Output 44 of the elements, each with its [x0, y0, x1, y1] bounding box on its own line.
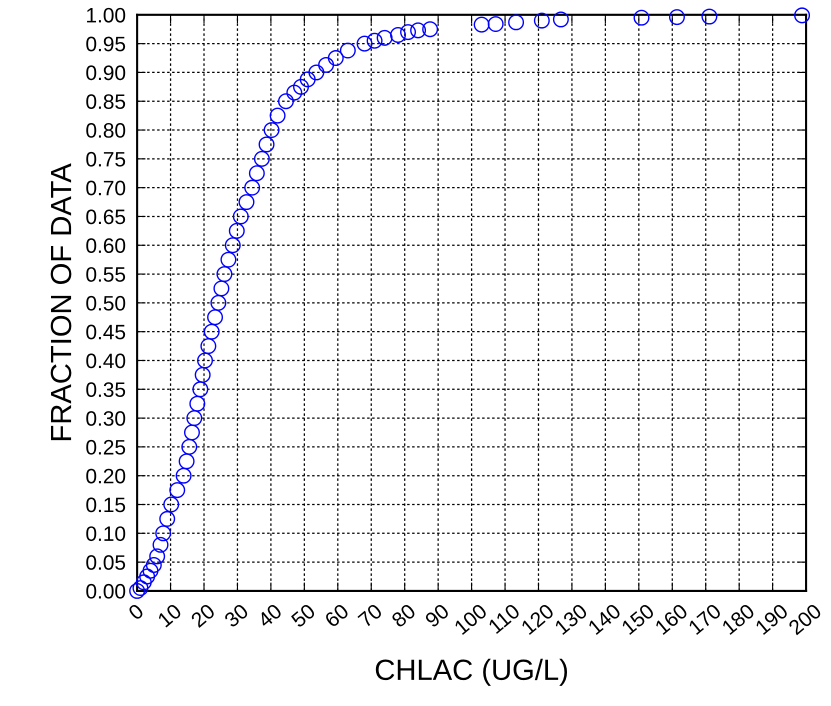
x-tick-label: 80 [390, 602, 417, 628]
y-tick-label: 0.25 [86, 440, 126, 455]
x-tick-label: 40 [256, 602, 283, 628]
y-tick-label: 0.55 [86, 267, 126, 282]
y-tick-label: 0.75 [86, 152, 126, 167]
x-tick-label: 120 [520, 602, 555, 636]
x-tick-label: 10 [157, 602, 182, 628]
y-tick-label: 0.90 [86, 65, 126, 80]
y-tick-label: 0.70 [86, 180, 126, 196]
x-tick-label: 200 [788, 602, 822, 636]
y-tick-label: 1.00 [87, 8, 126, 23]
x-tick-label: 0 [127, 602, 145, 621]
x-tick-label: 50 [290, 602, 316, 628]
x-tick-label: 160 [654, 602, 689, 636]
x-tick-label: 170 [688, 602, 722, 636]
x-tick-label: 90 [424, 602, 450, 628]
x-tick-label: 150 [620, 602, 656, 636]
y-tick-label: 0.45 [86, 324, 126, 340]
x-tick-label: 60 [324, 602, 350, 628]
y-tick-label: 0.80 [86, 123, 126, 138]
y-tick-label: 0.15 [86, 498, 126, 512]
y-tick-label: 0.20 [86, 468, 126, 484]
x-tick-label: 20 [190, 602, 216, 628]
y-tick-label: 0.65 [86, 209, 126, 224]
y-tick-label: 0.05 [86, 555, 126, 570]
x-axis-title: CHLAC (UG/L) [376, 658, 568, 686]
y-tick-label: 0.35 [86, 382, 126, 398]
y-tick-label: 0.85 [86, 94, 126, 109]
x-tick-label: 190 [754, 602, 789, 636]
y-tick-label: 0.95 [86, 36, 126, 52]
y-tick-label: 0.10 [86, 526, 126, 542]
x-tick-label: 130 [554, 602, 588, 636]
x-tick-label: 100 [454, 602, 488, 636]
y-tick-label: 0.60 [86, 238, 126, 254]
x-tick-label: 30 [223, 602, 250, 628]
y-axis-title: FRACTION OF DATA [50, 163, 72, 440]
y-tick-label: 0.50 [86, 296, 126, 311]
y-tick-label: 0.30 [86, 411, 126, 426]
x-tick-label: 140 [587, 602, 622, 636]
x-tick-label: 180 [721, 602, 756, 636]
x-tick-label: 110 [488, 602, 521, 634]
y-tick-label: 0.40 [86, 353, 126, 368]
x-tick-label: 70 [357, 602, 384, 628]
y-tick-label: 0.00 [86, 584, 126, 599]
